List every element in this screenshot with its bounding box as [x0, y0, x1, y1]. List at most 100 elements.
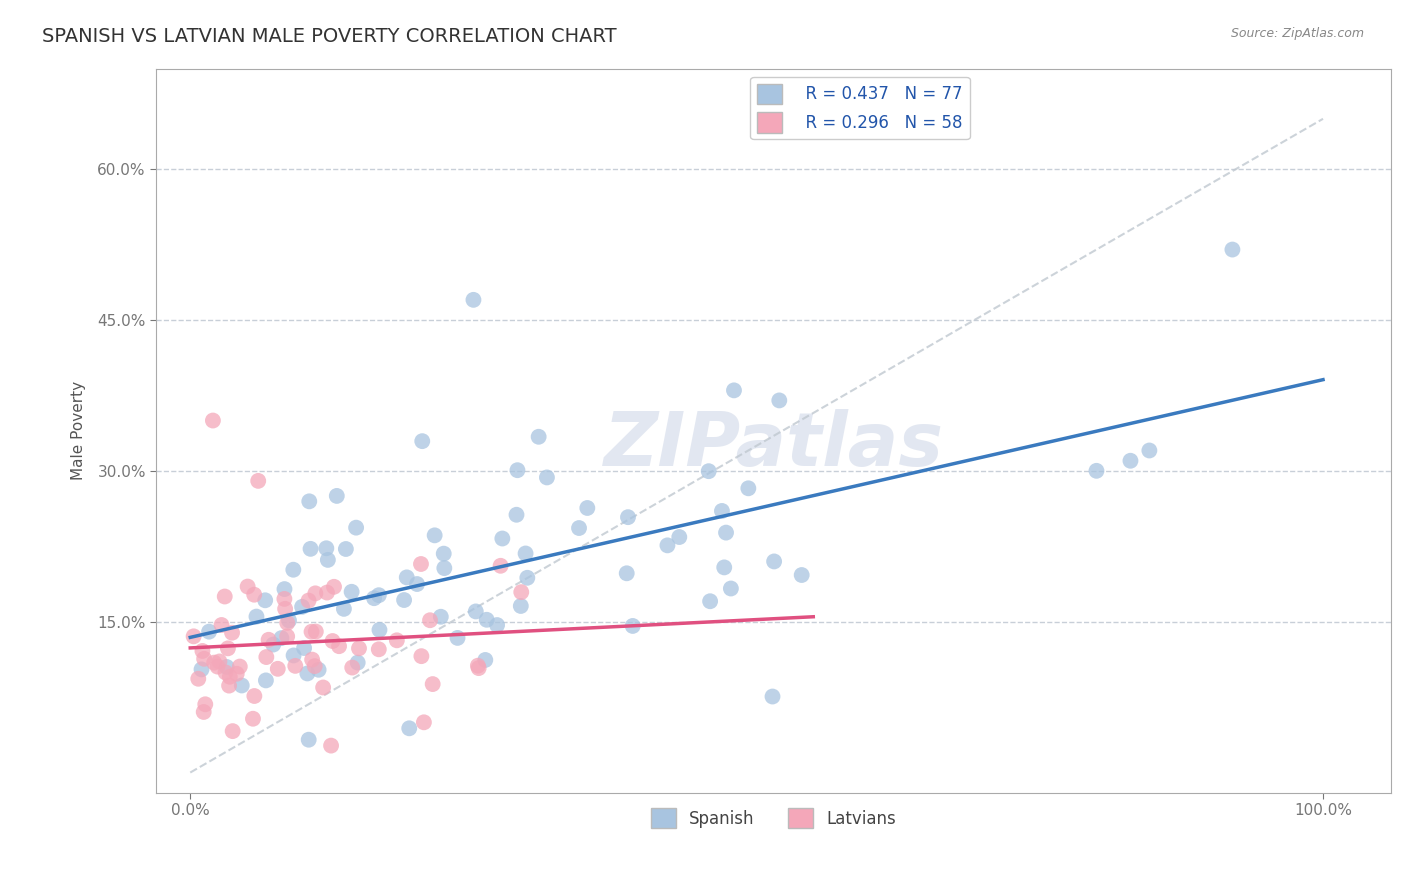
Point: [430, 609, 453, 624]
Point: [215, 660, 238, 674]
Point: [221, 724, 243, 739]
Point: [305, 624, 328, 639]
Point: [713, 560, 735, 574]
Point: [392, 593, 415, 607]
Point: [510, 585, 533, 599]
Point: [297, 666, 319, 681]
Point: [333, 602, 356, 616]
Point: [243, 588, 266, 602]
Point: [1119, 454, 1142, 468]
Point: [254, 673, 277, 688]
Point: [273, 591, 295, 606]
Point: [231, 678, 253, 692]
Point: [761, 690, 783, 704]
Point: [198, 624, 221, 639]
Point: [218, 679, 240, 693]
Legend: Spanish, Latvians: Spanish, Latvians: [644, 801, 903, 835]
Point: [267, 662, 290, 676]
Point: [368, 623, 391, 637]
Point: [395, 570, 418, 584]
Point: [299, 541, 322, 556]
Point: [218, 670, 240, 684]
Point: [576, 500, 599, 515]
Point: [257, 632, 280, 647]
Point: [187, 672, 209, 686]
Point: [308, 663, 330, 677]
Point: [710, 504, 733, 518]
Point: [406, 577, 429, 591]
Point: [273, 582, 295, 596]
Point: [617, 510, 640, 524]
Point: [486, 618, 509, 632]
Point: [316, 553, 339, 567]
Point: [1085, 464, 1108, 478]
Point: [714, 525, 737, 540]
Point: [262, 638, 284, 652]
Point: [768, 393, 790, 408]
Point: [328, 639, 350, 653]
Point: [568, 521, 591, 535]
Point: [790, 568, 813, 582]
Point: [283, 648, 305, 663]
Point: [763, 554, 786, 568]
Point: [316, 585, 339, 599]
Point: [225, 666, 247, 681]
Point: [298, 732, 321, 747]
Point: [657, 538, 679, 552]
Point: [211, 618, 233, 632]
Point: [409, 557, 432, 571]
Point: [433, 561, 456, 575]
Point: [276, 615, 298, 630]
Point: [398, 721, 420, 735]
Point: [363, 591, 385, 606]
Point: [254, 593, 277, 607]
Point: [243, 689, 266, 703]
Point: [621, 619, 644, 633]
Point: [737, 481, 759, 495]
Point: [214, 590, 236, 604]
Point: [419, 613, 441, 627]
Point: [491, 532, 513, 546]
Point: [297, 593, 319, 607]
Point: [515, 546, 537, 560]
Point: [270, 631, 292, 645]
Point: [489, 558, 512, 573]
Point: [304, 659, 326, 673]
Point: [191, 644, 214, 658]
Point: [194, 698, 217, 712]
Point: [292, 640, 315, 655]
Point: [467, 658, 489, 673]
Point: [323, 580, 346, 594]
Point: [193, 705, 215, 719]
Point: [202, 656, 225, 670]
Point: [411, 649, 433, 664]
Point: [193, 652, 215, 666]
Point: [699, 594, 721, 608]
Point: [304, 586, 326, 600]
Point: [315, 541, 337, 556]
Point: [723, 384, 745, 398]
Point: [433, 547, 456, 561]
Point: [183, 629, 205, 643]
Point: [720, 582, 742, 596]
Point: [411, 434, 433, 449]
Point: [516, 571, 538, 585]
Point: [335, 541, 357, 556]
Point: [344, 521, 367, 535]
Point: [464, 604, 486, 618]
Point: [505, 508, 527, 522]
Point: [463, 293, 485, 307]
Point: [668, 530, 690, 544]
Point: [467, 661, 489, 675]
Point: [298, 494, 321, 508]
Point: [221, 625, 243, 640]
Point: [278, 614, 301, 628]
Point: [247, 474, 270, 488]
Point: [446, 631, 468, 645]
Point: [283, 563, 305, 577]
Point: [340, 584, 363, 599]
Point: [236, 580, 259, 594]
Point: [1222, 243, 1244, 257]
Point: [291, 599, 314, 614]
Point: [201, 413, 224, 427]
